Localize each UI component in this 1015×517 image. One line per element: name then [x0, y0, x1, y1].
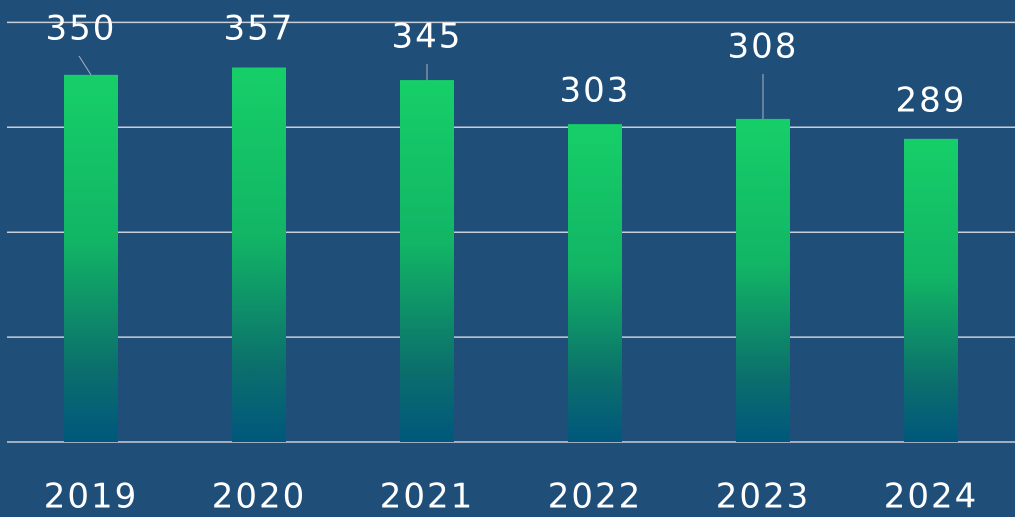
x-tick-label: 2023 [716, 477, 811, 517]
data-label: 289 [896, 81, 967, 121]
bar [64, 74, 118, 442]
x-tick-label: 2021 [380, 477, 475, 517]
bar [736, 118, 790, 443]
data-label: 345 [392, 17, 463, 57]
x-tick-label: 2020 [212, 477, 307, 517]
data-label: 350 [46, 9, 117, 49]
bar [400, 80, 454, 442]
leader-line [78, 55, 92, 76]
data-label: 303 [560, 71, 631, 111]
x-tick-label: 2024 [884, 477, 979, 517]
x-tick-label: 2022 [548, 477, 643, 517]
x-tick-label: 2019 [44, 477, 139, 517]
bar [568, 124, 622, 442]
bar [904, 138, 958, 443]
bar [232, 67, 286, 442]
data-label: 308 [728, 27, 799, 67]
data-label: 357 [224, 9, 295, 49]
